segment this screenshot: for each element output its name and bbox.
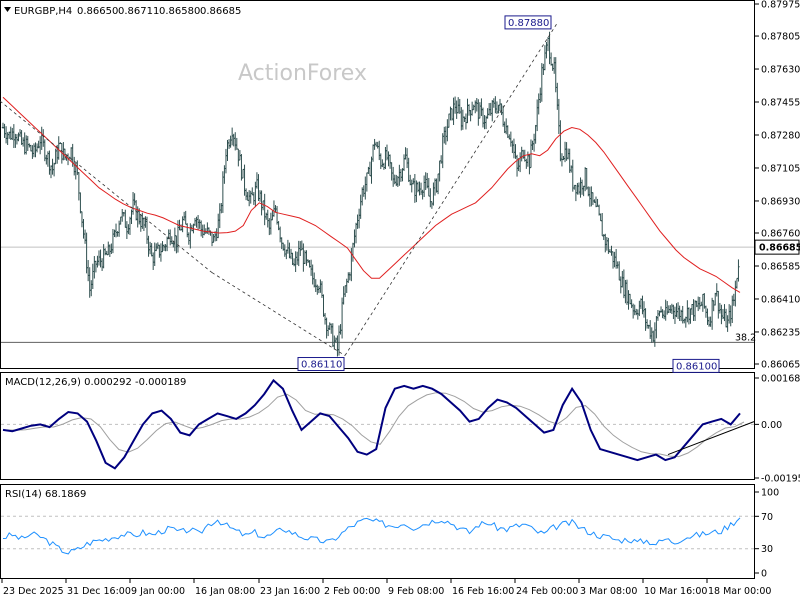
rsi-y-tick-label: 30 — [761, 544, 773, 555]
price-y-tick-label: 0.86585 — [761, 261, 800, 272]
macd-label: MACD(12,26,9) 0.000292 -0.000189 — [5, 377, 186, 388]
x-tick-label: 23 Dec 2025 — [3, 586, 64, 597]
x-tick-label: 3 Mar 08:00 — [580, 586, 637, 597]
x-tick-label: 16 Jan 08:00 — [195, 586, 255, 597]
price-y-tick-label: 0.86760 — [761, 229, 800, 240]
price-y-tick-label: 0.86930 — [761, 196, 800, 207]
rsi-y-tick-label: 70 — [761, 512, 773, 523]
price-series: 38.2 0.87880 0.86110 0.86100 — [0, 15, 756, 373]
price-panel — [0, 0, 755, 369]
annotation-box — [504, 15, 552, 30]
macd-trendline — [667, 421, 755, 456]
header-low: 0.86580 — [159, 6, 200, 17]
x-tick-label: 16 Feb 16:00 — [452, 586, 514, 597]
annotation-box — [297, 357, 345, 372]
x-tick-label: 9 Feb 08:00 — [388, 586, 444, 597]
rsi-label: RSI(14) 68.1869 — [5, 489, 86, 500]
x-tick-label: 31 Dec 16:00 — [67, 586, 131, 597]
price-y-tick-label: 0.87280 — [761, 130, 800, 141]
price-y-tick-label: 0.87630 — [761, 65, 800, 76]
rsi-series — [1, 515, 754, 555]
price-y-tick-label: 0.86235 — [761, 327, 800, 338]
macd-series — [1, 378, 755, 470]
rsi-y-tick-label: 0 — [761, 569, 767, 580]
rsi-y-tick-label: 100 — [761, 488, 779, 499]
header-close: 0.86685 — [200, 6, 241, 17]
price-y-tick-label: 0.87975 — [761, 0, 800, 11]
price-y-tick-label: 0.87805 — [761, 32, 800, 43]
x-tick-label: 2 Feb 00:00 — [324, 586, 380, 597]
price-y-tick-label: 0.86065 — [761, 360, 800, 371]
current-price-label: 0.86685 — [759, 243, 800, 254]
price-y-tick-label: 0.87105 — [761, 163, 800, 174]
x-tick-label: 24 Feb 00:00 — [516, 586, 578, 597]
annotation-box — [672, 358, 720, 373]
rsi-panel — [0, 484, 755, 579]
annotation-label: 0.86100 — [676, 361, 717, 372]
macd-y-tick-label: 0.00 — [761, 420, 782, 431]
annotation-label: 0.86110 — [301, 360, 342, 371]
rsi-line — [2, 517, 741, 555]
x-tick-label: 9 Jan 00:00 — [131, 586, 185, 597]
dropdown-triangle-icon[interactable] — [4, 7, 11, 12]
x-tick-label: 18 Mar 00:00 — [708, 586, 771, 597]
macd-line — [2, 378, 741, 470]
swing-line — [211, 272, 346, 356]
x-tick-label: 10 Mar 16:00 — [644, 586, 707, 597]
watermark: ActionForex — [238, 61, 367, 86]
macd-y-tick-label: -0.001953 — [761, 474, 800, 485]
macd-panel — [0, 372, 755, 480]
price-y-tick-label: 0.86410 — [761, 294, 800, 305]
macd-y-tick-label: 0.001688 — [761, 374, 800, 385]
fib-level-label: 38.2 — [735, 332, 756, 343]
header-open: 0.86650 — [77, 6, 118, 17]
x-tick-label: 23 Jan 16:00 — [260, 586, 320, 597]
annotation-label: 0.87880 — [508, 18, 549, 29]
moving-average-line — [2, 96, 741, 293]
macd-signal-line — [6, 392, 745, 458]
header-symbol: EURGBP,H4 — [14, 6, 72, 17]
header-high: 0.86711 — [118, 6, 159, 17]
current-price-box — [754, 239, 800, 255]
price-y-tick-label: 0.87455 — [761, 98, 800, 109]
